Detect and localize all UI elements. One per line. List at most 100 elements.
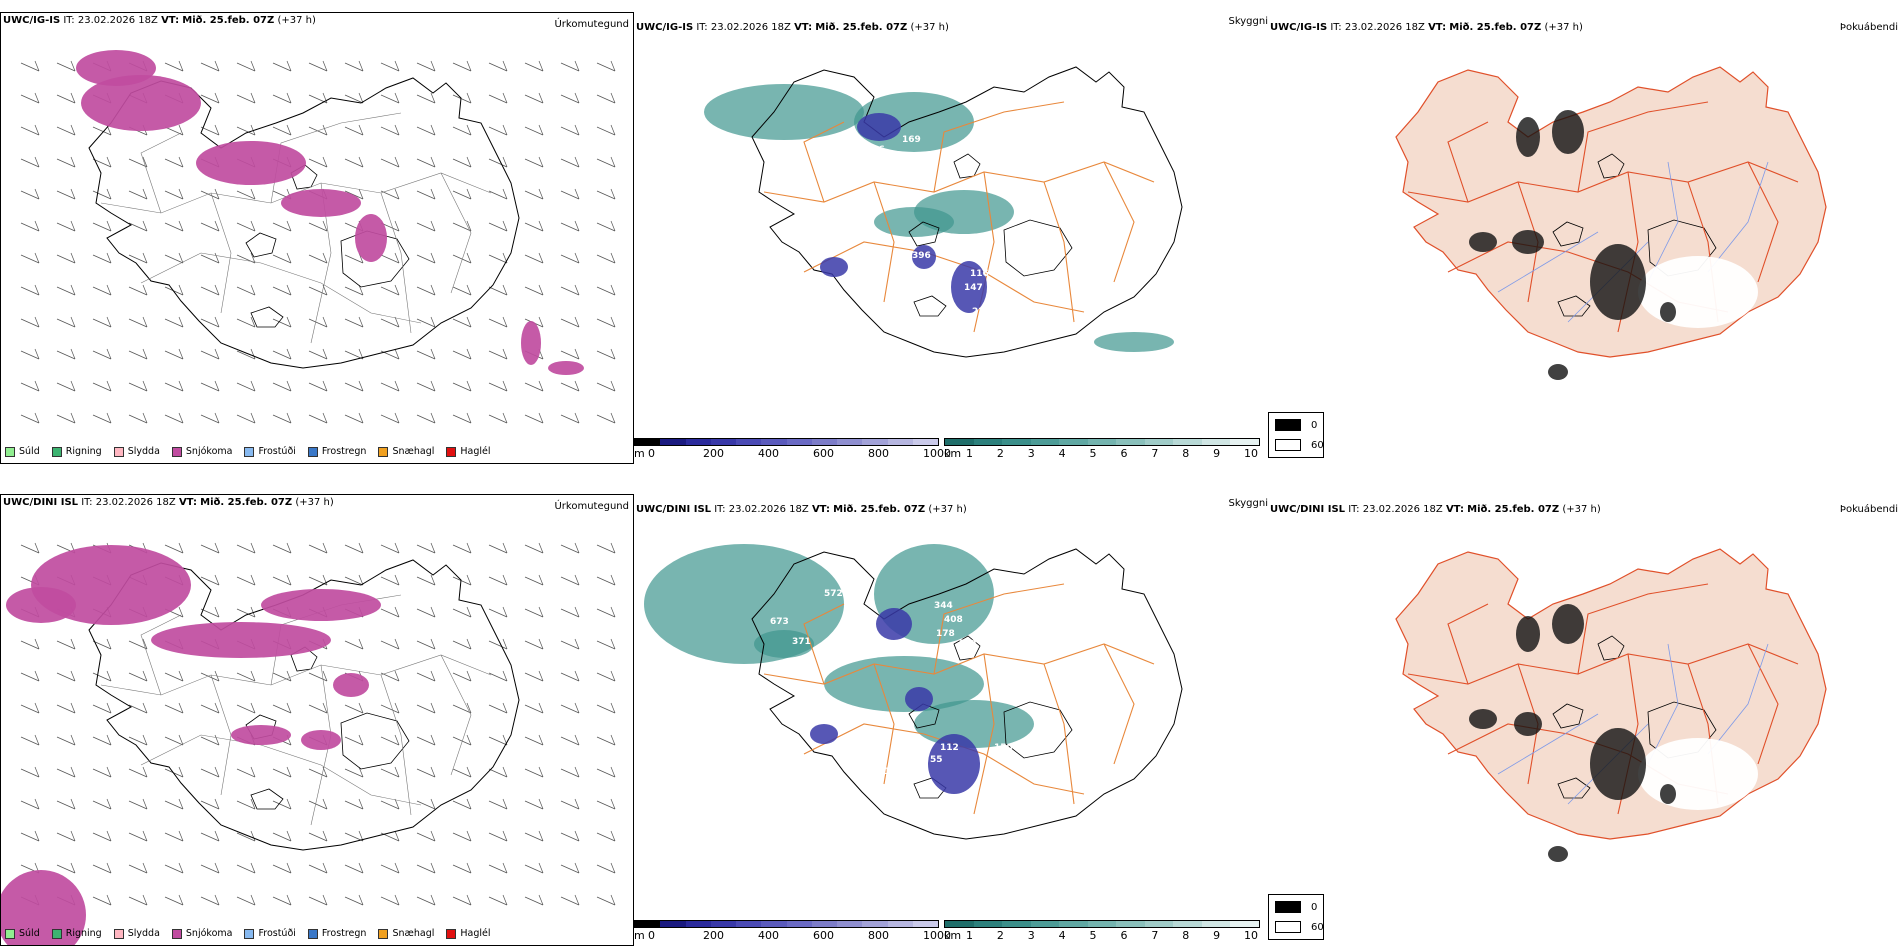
panel-header: UWC/DINI ISL IT: 23.02.2026 18Z VT: Mið.… <box>3 497 334 509</box>
wind-barb <box>272 702 292 714</box>
wind-barb <box>308 156 328 168</box>
wind-barb <box>20 734 40 746</box>
wind-barb <box>92 670 112 682</box>
wind-barb <box>236 894 256 906</box>
wind-barb <box>308 702 328 714</box>
wind-barb <box>452 606 472 618</box>
vt-value: Mið. 25.feb. 07Z <box>182 15 275 26</box>
visibility-value: 396 <box>912 251 931 261</box>
wind-barb <box>92 220 112 232</box>
road <box>380 674 412 816</box>
legend-item: Haglél <box>446 928 491 939</box>
wind-barb <box>164 188 184 200</box>
visibility-value: 385 <box>860 735 879 745</box>
river <box>1647 161 1679 283</box>
wind-barb <box>56 252 76 264</box>
panel-header: UWC/IG-IS IT: 23.02.2026 18Z VT: Mið. 25… <box>636 22 949 34</box>
river <box>1497 713 1599 775</box>
wind-barb <box>128 380 148 392</box>
colorbar-step <box>1002 921 1031 927</box>
glacier-outline <box>1003 219 1073 277</box>
wind-barb <box>452 380 472 392</box>
wind-barb <box>380 92 400 104</box>
colorbar-scale <box>634 438 939 446</box>
panel-title: Þokuábendi <box>1839 22 1898 33</box>
colorbar-step <box>685 921 711 927</box>
wind-barb <box>20 156 40 168</box>
wind-barb <box>416 124 436 136</box>
legend-item: Snjókoma <box>171 446 232 457</box>
wind-barb <box>164 220 184 232</box>
wind-barb <box>416 894 436 906</box>
wind-barb <box>488 574 508 586</box>
fog-legend-label: 60 <box>1311 439 1324 451</box>
legend-item: Súld <box>5 446 40 457</box>
wind-barb <box>560 412 580 424</box>
wind-barb <box>20 220 40 232</box>
wind-barb <box>560 830 580 842</box>
wind-barb <box>524 156 544 168</box>
wind-barb <box>200 124 220 136</box>
legend-swatch <box>171 446 182 457</box>
wind-barb <box>128 220 148 232</box>
legend-item: Frostúði <box>244 446 296 457</box>
colorbar-step <box>811 921 837 927</box>
wind-barb <box>56 638 76 650</box>
wind-barb <box>164 156 184 168</box>
wind-barb <box>344 542 364 554</box>
wind-barb <box>560 92 580 104</box>
wind-barb <box>344 734 364 746</box>
low-fog-index-area <box>1590 728 1646 800</box>
wind-barb <box>92 316 112 328</box>
wind-barb <box>452 638 472 650</box>
fog-legend-swatch <box>1275 419 1301 431</box>
precip-legend: Súld Rigning Slydda Snjókoma Frostúði Frostre… <box>5 928 491 939</box>
wind-barb <box>164 380 184 392</box>
visibility-value: 52 <box>890 153 903 163</box>
visibility-value: 572 <box>824 589 843 599</box>
high-fog-index-area <box>1638 256 1758 328</box>
colorbar-tick: 1 <box>966 929 973 942</box>
wind-barb <box>452 188 472 200</box>
wind-barb <box>560 894 580 906</box>
wind-barb <box>272 124 292 136</box>
wind-barb <box>560 284 580 296</box>
precip-panel-row2: UWC/DINI ISL IT: 23.02.2026 18Z VT: Mið.… <box>0 494 634 946</box>
visibility-value: 416 <box>866 145 885 155</box>
legend-swatch <box>5 446 15 457</box>
panel-title: Skyggni <box>1228 498 1268 509</box>
wind-barb <box>200 542 220 554</box>
colorbar-step <box>912 439 938 445</box>
glacier-outline <box>250 788 284 810</box>
wind-barb <box>488 766 508 778</box>
colorbar-step <box>1059 921 1088 927</box>
vt-value: Mið. 25.feb. 07Z <box>200 497 293 508</box>
wind-barb <box>308 316 328 328</box>
wind-barb <box>20 766 40 778</box>
wind-barb <box>20 316 40 328</box>
wind-barb <box>308 284 328 296</box>
vt-value: Mið. 25.feb. 07Z <box>1449 22 1542 33</box>
wind-barb <box>416 156 436 168</box>
wind-barb <box>524 606 544 618</box>
colorbar-unit: km <box>944 447 962 460</box>
fog-map <box>1395 548 1827 862</box>
wind-barb <box>416 60 436 72</box>
wind-barb <box>272 670 292 682</box>
colorbar-step <box>811 439 837 445</box>
snow-area <box>333 673 369 697</box>
wind-barb <box>488 606 508 618</box>
fog-legend: 0 60 <box>1268 894 1324 940</box>
colorbar-unit: m <box>634 447 645 460</box>
wind-barb <box>380 798 400 810</box>
snow-area <box>301 730 341 750</box>
low-cloud-area <box>704 84 864 140</box>
wind-barb <box>488 412 508 424</box>
wind-barb <box>380 124 400 136</box>
colorbar-step <box>1087 439 1117 445</box>
visibility-value: 371 <box>792 637 811 647</box>
wind-barb <box>596 412 616 424</box>
wind-barb <box>416 766 436 778</box>
wind-barb <box>200 734 220 746</box>
wind-barb <box>128 156 148 168</box>
